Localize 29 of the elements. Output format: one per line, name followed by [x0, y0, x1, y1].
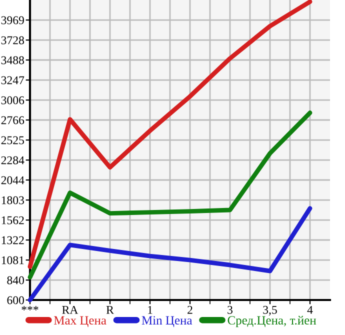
x-tick-label: 1	[148, 306, 152, 314]
y-tick-label: 2284	[1, 156, 24, 164]
y-tick-label: 1562	[2, 216, 24, 224]
y-tick-label: 2044	[1, 176, 24, 184]
x-tick-label: 3,5	[263, 306, 277, 316]
y-tick-label: 1322	[2, 236, 24, 244]
y-tick-label: 2766	[1, 116, 24, 124]
x-tick-label: ***	[22, 306, 38, 310]
y-tick-label: 2525	[1, 136, 24, 144]
line-series	[28, 0, 312, 269]
y-tick-label: 840	[7, 276, 24, 284]
y-tick-label: 1081	[2, 256, 24, 264]
line-series	[28, 206, 312, 302]
y-tick-label: 3247	[1, 76, 24, 84]
legend-label: Сред.Цена, т.йен	[228, 316, 316, 328]
legend-label: Max Цена	[54, 316, 106, 328]
y-tick-label: 3488	[1, 56, 24, 64]
x-tick-label: 3	[228, 306, 232, 314]
x-tick-label: 4	[307, 306, 313, 314]
y-tick-label: 1803	[2, 196, 24, 204]
y-tick-label: 3006	[1, 96, 24, 104]
x-tick-label: R	[106, 306, 114, 314]
y-tick-label: 3728	[1, 36, 24, 44]
y-tick-label: 3969	[1, 16, 24, 24]
y-tick-label: 600	[7, 296, 24, 304]
line-series	[28, 110, 312, 280]
legend-label: Min Цена	[142, 316, 192, 328]
x-tick-label: 2	[188, 306, 192, 314]
x-tick-label: RA	[62, 306, 78, 314]
